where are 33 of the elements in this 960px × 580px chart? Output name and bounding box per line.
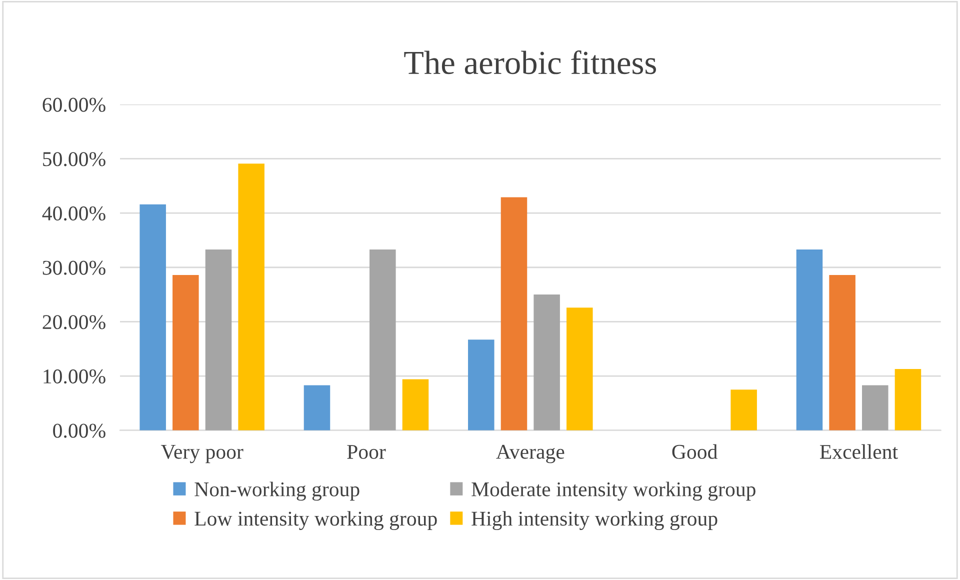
bar	[402, 379, 429, 430]
chart-title: The aerobic fitness	[404, 50, 656, 74]
bar	[238, 164, 264, 430]
x-tick-label: Good	[672, 444, 718, 459]
x-tick-label: Average	[496, 444, 564, 464]
bar	[172, 274, 199, 430]
bar	[534, 294, 560, 430]
bar	[730, 390, 757, 430]
y-tick-label: 30.00%	[42, 260, 106, 275]
bar	[370, 249, 396, 430]
x-tick-label: Excellent	[820, 444, 898, 459]
bar	[566, 308, 593, 430]
bar	[205, 249, 232, 430]
legend-label: Low intensity working group	[194, 511, 437, 530]
bar	[829, 274, 856, 430]
bar	[894, 368, 922, 430]
legend-label: High intensity working group	[472, 511, 718, 530]
bar	[468, 340, 494, 430]
legend-label: Moderate intensity working group	[472, 482, 756, 501]
y-tick-label: 10.00%	[44, 369, 106, 384]
y-tick-label: 0.00%	[53, 424, 106, 438]
x-tick-label: Very poor	[160, 445, 244, 464]
x-tick-label: Poor	[347, 445, 386, 459]
y-tick-label: 50.00%	[43, 152, 106, 166]
bar	[140, 204, 166, 430]
legend-label: Non-working group	[194, 482, 360, 501]
bar	[862, 385, 888, 430]
bar	[796, 249, 823, 430]
y-tick-label: 60.00%	[42, 98, 106, 112]
bar	[500, 197, 528, 430]
bar	[304, 385, 330, 430]
y-tick-label: 40.00%	[42, 206, 106, 221]
y-tick-label: 20.00%	[42, 315, 106, 330]
